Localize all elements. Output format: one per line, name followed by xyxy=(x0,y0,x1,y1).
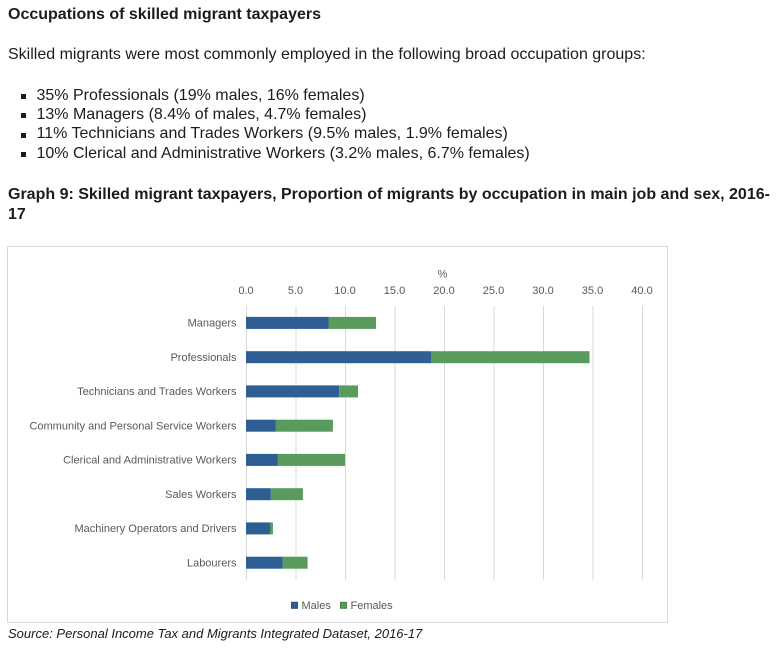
svg-text:20.0: 20.0 xyxy=(433,285,454,297)
svg-text:Professionals: Professionals xyxy=(170,352,237,364)
svg-text:%: % xyxy=(438,269,448,281)
svg-text:40.0: 40.0 xyxy=(631,285,652,297)
svg-text:Technicians and Trades Workers: Technicians and Trades Workers xyxy=(77,386,237,398)
svg-text:25.0: 25.0 xyxy=(483,285,504,297)
svg-text:10.0: 10.0 xyxy=(334,285,355,297)
svg-text:0.0: 0.0 xyxy=(238,285,253,297)
svg-text:5.0: 5.0 xyxy=(288,285,303,297)
svg-text:Machinery Operators and Driver: Machinery Operators and Drivers xyxy=(74,523,237,535)
svg-text:Sales Workers: Sales Workers xyxy=(165,489,237,501)
svg-text:Community and Personal Service: Community and Personal Service Workers xyxy=(29,420,237,432)
svg-text:Males: Males xyxy=(302,600,332,612)
svg-text:Labourers: Labourers xyxy=(187,557,237,569)
svg-text:Managers: Managers xyxy=(188,318,237,330)
svg-text:Females: Females xyxy=(351,600,394,612)
svg-text:30.0: 30.0 xyxy=(532,285,553,297)
svg-text:Clerical and Administrative Wo: Clerical and Administrative Workers xyxy=(63,455,237,467)
svg-text:35.0: 35.0 xyxy=(582,285,603,297)
svg-text:15.0: 15.0 xyxy=(384,285,405,297)
